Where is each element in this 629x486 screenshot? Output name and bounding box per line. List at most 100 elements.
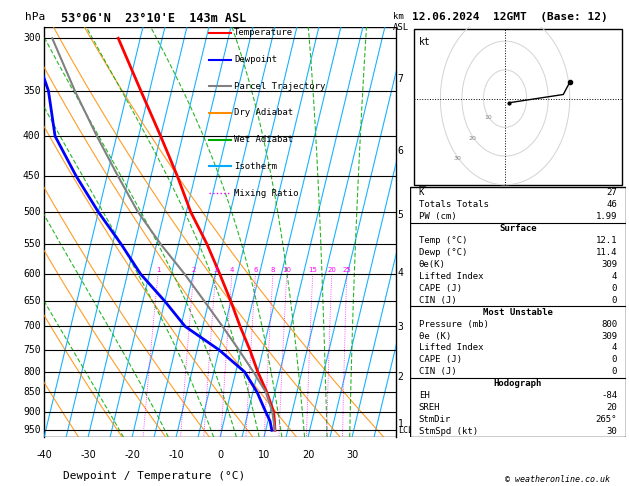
Text: 7: 7 <box>398 74 404 84</box>
Bar <box>410 187 626 437</box>
Text: 450: 450 <box>23 171 40 181</box>
Text: 20: 20 <box>327 267 336 273</box>
Text: 0: 0 <box>612 355 617 364</box>
Text: 30: 30 <box>454 156 462 161</box>
Text: 1.99: 1.99 <box>596 212 617 221</box>
Text: Dry Adiabat: Dry Adiabat <box>234 108 293 118</box>
Text: 25: 25 <box>342 267 351 273</box>
Text: Lifted Index: Lifted Index <box>419 272 483 281</box>
Text: 800: 800 <box>23 367 40 377</box>
Text: 30: 30 <box>606 427 617 436</box>
Text: 27: 27 <box>606 189 617 197</box>
Text: 46: 46 <box>606 200 617 209</box>
Text: 20: 20 <box>302 450 314 460</box>
Text: 2: 2 <box>191 267 196 273</box>
Text: SREH: SREH <box>419 403 440 412</box>
Text: Temperature: Temperature <box>234 28 293 37</box>
Text: 300: 300 <box>23 33 40 43</box>
Text: 0: 0 <box>217 450 223 460</box>
Text: CAPE (J): CAPE (J) <box>419 355 462 364</box>
Text: Mixing Ratio (g/kg): Mixing Ratio (g/kg) <box>416 185 425 279</box>
Text: Temp (°C): Temp (°C) <box>419 236 467 245</box>
Text: 15: 15 <box>308 267 317 273</box>
Text: Dewpoint / Temperature (°C): Dewpoint / Temperature (°C) <box>63 471 245 481</box>
Text: CIN (J): CIN (J) <box>419 295 457 305</box>
Text: K: K <box>419 189 424 197</box>
Text: 309: 309 <box>601 331 617 341</box>
Text: 5: 5 <box>398 210 404 220</box>
Text: -20: -20 <box>124 450 140 460</box>
Text: Surface: Surface <box>499 224 537 233</box>
Text: 6: 6 <box>253 267 258 273</box>
Bar <box>415 29 621 185</box>
Text: 0: 0 <box>612 367 617 376</box>
Text: 550: 550 <box>23 240 40 249</box>
Text: km
ASL: km ASL <box>393 12 409 32</box>
Text: CIN (J): CIN (J) <box>419 367 457 376</box>
Text: -10: -10 <box>168 450 184 460</box>
Text: 950: 950 <box>23 425 40 435</box>
Text: 30: 30 <box>346 450 358 460</box>
Text: 11.4: 11.4 <box>596 248 617 257</box>
Text: Dewp (°C): Dewp (°C) <box>419 248 467 257</box>
Text: -84: -84 <box>601 391 617 400</box>
Text: 0: 0 <box>612 295 617 305</box>
Text: 8: 8 <box>270 267 276 273</box>
Text: 3: 3 <box>398 322 404 332</box>
Text: LCL: LCL <box>398 426 413 435</box>
Text: 850: 850 <box>23 387 40 398</box>
Text: 800: 800 <box>601 320 617 329</box>
Text: 10: 10 <box>484 115 492 120</box>
Text: 10: 10 <box>258 450 270 460</box>
Text: Mixing Ratio: Mixing Ratio <box>234 189 299 197</box>
Text: Pressure (mb): Pressure (mb) <box>419 320 489 329</box>
Text: 4: 4 <box>612 344 617 352</box>
Text: 20: 20 <box>606 403 617 412</box>
Text: 20: 20 <box>469 136 477 140</box>
Text: Lifted Index: Lifted Index <box>419 344 483 352</box>
Text: hPa: hPa <box>25 12 45 22</box>
Text: 2: 2 <box>398 372 404 382</box>
Text: Isotherm: Isotherm <box>234 162 277 171</box>
Text: -30: -30 <box>80 450 96 460</box>
Text: 1: 1 <box>156 267 160 273</box>
Text: 1: 1 <box>398 419 404 429</box>
Text: PW (cm): PW (cm) <box>419 212 457 221</box>
Text: 3: 3 <box>213 267 218 273</box>
Text: 600: 600 <box>23 269 40 279</box>
Text: Hodograph: Hodograph <box>494 379 542 388</box>
Text: 500: 500 <box>23 207 40 217</box>
Text: Totals Totals: Totals Totals <box>419 200 489 209</box>
Text: 750: 750 <box>23 345 40 355</box>
Text: © weatheronline.co.uk: © weatheronline.co.uk <box>505 474 610 484</box>
Text: 650: 650 <box>23 296 40 306</box>
Text: Most Unstable: Most Unstable <box>483 308 553 317</box>
Text: kt: kt <box>419 37 430 47</box>
Text: 4: 4 <box>398 268 404 278</box>
Text: 265°: 265° <box>596 415 617 424</box>
Text: 6: 6 <box>398 146 404 156</box>
Text: 4: 4 <box>612 272 617 281</box>
Text: Parcel Trajectory: Parcel Trajectory <box>234 82 325 91</box>
Text: 8: 8 <box>398 0 404 1</box>
Text: EH: EH <box>419 391 430 400</box>
Text: 10: 10 <box>282 267 291 273</box>
Text: Wet Adiabat: Wet Adiabat <box>234 135 293 144</box>
Text: Dewpoint: Dewpoint <box>234 55 277 64</box>
Text: θe (K): θe (K) <box>419 331 451 341</box>
Text: 53°06'N  23°10'E  143m ASL: 53°06'N 23°10'E 143m ASL <box>62 12 247 25</box>
Text: CAPE (J): CAPE (J) <box>419 284 462 293</box>
Text: 12.06.2024  12GMT  (Base: 12): 12.06.2024 12GMT (Base: 12) <box>411 12 608 22</box>
Text: 4: 4 <box>230 267 234 273</box>
Text: StmSpd (kt): StmSpd (kt) <box>419 427 478 436</box>
Text: 400: 400 <box>23 131 40 141</box>
Text: 0: 0 <box>612 284 617 293</box>
Text: 12.1: 12.1 <box>596 236 617 245</box>
Text: -40: -40 <box>36 450 52 460</box>
Text: StmDir: StmDir <box>419 415 451 424</box>
Text: 900: 900 <box>23 407 40 417</box>
Text: θe(K): θe(K) <box>419 260 446 269</box>
Text: 700: 700 <box>23 321 40 331</box>
Text: 309: 309 <box>601 260 617 269</box>
Text: 350: 350 <box>23 86 40 96</box>
